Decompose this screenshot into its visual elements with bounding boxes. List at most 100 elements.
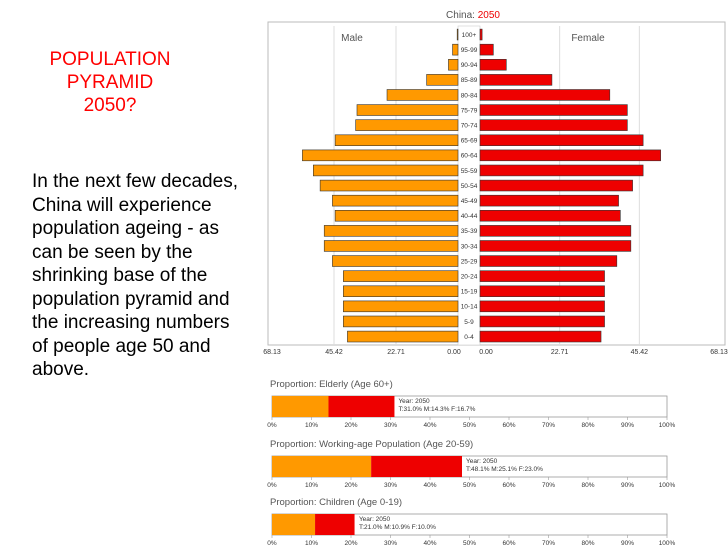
- proportion-tick-label: 0%: [267, 482, 277, 489]
- female-bar: [479, 225, 632, 237]
- proportion-tick-label: 80%: [581, 540, 594, 546]
- female-bar: [479, 179, 633, 192]
- age-group-label: 20-24: [461, 273, 478, 280]
- male-bar: [356, 104, 459, 116]
- proportion-tick-label: 20%: [344, 540, 357, 546]
- age-group-label: 100+: [462, 32, 477, 39]
- male-label: Male: [341, 33, 363, 44]
- male-proportion-segment: [272, 396, 329, 417]
- proportion-tick-label: 30%: [384, 422, 397, 429]
- male-bar: [334, 210, 459, 222]
- female-proportion-segment: [315, 514, 355, 535]
- male-bar: [452, 43, 459, 56]
- female-bar: [479, 134, 644, 146]
- age-group-label: 55-59: [461, 168, 478, 175]
- proportion-tick-label: 70%: [542, 540, 555, 546]
- proportion-tick-label: 80%: [581, 482, 594, 489]
- age-group-label: 50-54: [461, 183, 478, 190]
- proportion-year: Year: 2050: [398, 398, 430, 405]
- male-proportion-segment: [272, 514, 316, 535]
- proportion-tick-label: 90%: [621, 482, 634, 489]
- proportion-tick-label: 50%: [463, 482, 476, 489]
- female-bar: [479, 330, 602, 343]
- age-group-label: 80-84: [461, 92, 478, 99]
- proportion-tick-label: 100%: [659, 422, 676, 429]
- proportion-tick-label: 0%: [267, 422, 277, 429]
- female-bar: [479, 43, 494, 56]
- male-proportion-segment: [272, 456, 372, 477]
- x-tick-label: 22.71: [551, 349, 569, 356]
- female-bar: [479, 300, 605, 313]
- male-bar: [302, 149, 459, 162]
- proportion-year: Year: 2050: [359, 516, 391, 523]
- male-bar: [334, 134, 459, 146]
- age-group-label: 5-9: [464, 319, 474, 326]
- proportion-tick-label: 100%: [659, 540, 676, 546]
- age-group-label: 35-39: [461, 228, 478, 235]
- age-group-label: 60-64: [461, 153, 478, 160]
- proportion-tick-label: 0%: [267, 540, 277, 546]
- female-proportion-segment: [371, 456, 462, 477]
- proportion-tick-label: 60%: [502, 540, 515, 546]
- proportion-tick-label: 70%: [542, 422, 555, 429]
- x-tick-label: 45.42: [631, 349, 649, 356]
- age-group-label: 95-99: [461, 47, 478, 54]
- age-group-label: 30-34: [461, 243, 478, 250]
- female-bar: [479, 104, 628, 116]
- age-group-label: 65-69: [461, 138, 478, 145]
- male-bar: [332, 255, 459, 267]
- proportion-tick-label: 90%: [621, 540, 634, 546]
- pyramid-title: China: 2050: [446, 10, 500, 21]
- age-group-label: 15-19: [461, 289, 478, 296]
- x-tick-label: 0.00: [479, 349, 493, 356]
- male-bar: [347, 330, 459, 343]
- slide-title-line: POPULATION: [49, 49, 171, 70]
- male-bar: [343, 315, 459, 328]
- male-bar: [355, 119, 459, 131]
- female-proportion-segment: [328, 396, 395, 417]
- proportion-tick-label: 40%: [423, 540, 436, 546]
- male-bar: [332, 194, 459, 207]
- female-bar: [479, 255, 618, 267]
- male-bar: [426, 74, 459, 86]
- male-bar: [319, 179, 459, 192]
- female-bar: [479, 285, 605, 297]
- proportion-title: Proportion: Elderly (Age 60+): [270, 379, 393, 390]
- slide-title: POPULATION PYRAMID 2050?: [20, 48, 200, 117]
- x-tick-label: 22.71: [387, 349, 405, 356]
- female-bar: [479, 59, 507, 71]
- x-tick-label: 68.13: [710, 349, 728, 356]
- proportion-title: Proportion: Working-age Population (Age …: [270, 439, 473, 450]
- female-bar: [479, 89, 611, 101]
- proportion-tick-label: 90%: [621, 422, 634, 429]
- female-bar: [479, 28, 483, 41]
- female-bar: [479, 210, 621, 222]
- proportion-tick-label: 30%: [384, 482, 397, 489]
- proportion-tick-label: 50%: [463, 422, 476, 429]
- proportion-values: T:21.0% M:10.9% F:10.0%: [359, 524, 436, 531]
- proportion-tick-label: 20%: [344, 482, 357, 489]
- female-bar: [479, 149, 661, 162]
- x-tick-label: 0.00: [447, 349, 461, 356]
- proportion-tick-label: 20%: [344, 422, 357, 429]
- proportion-tick-label: 80%: [581, 422, 594, 429]
- age-group-label: 25-29: [461, 258, 478, 265]
- proportion-year: Year: 2050: [466, 458, 498, 465]
- proportion-tick-label: 50%: [463, 540, 476, 546]
- male-bar: [343, 285, 459, 297]
- proportion-tick-label: 10%: [305, 422, 318, 429]
- age-group-label: 75-79: [461, 107, 478, 114]
- age-group-label: 0-4: [464, 334, 474, 341]
- male-bar: [323, 240, 459, 252]
- proportion-tick-label: 60%: [502, 482, 515, 489]
- female-bar: [479, 315, 605, 328]
- x-tick-label: 45.42: [325, 349, 343, 356]
- proportion-tick-label: 60%: [502, 422, 515, 429]
- proportion-tick-label: 10%: [305, 540, 318, 546]
- female-bar: [479, 164, 644, 177]
- female-bar: [479, 119, 628, 131]
- proportion-tick-label: 40%: [423, 422, 436, 429]
- male-bar: [343, 300, 459, 313]
- slide-title-line: 2050?: [83, 95, 137, 116]
